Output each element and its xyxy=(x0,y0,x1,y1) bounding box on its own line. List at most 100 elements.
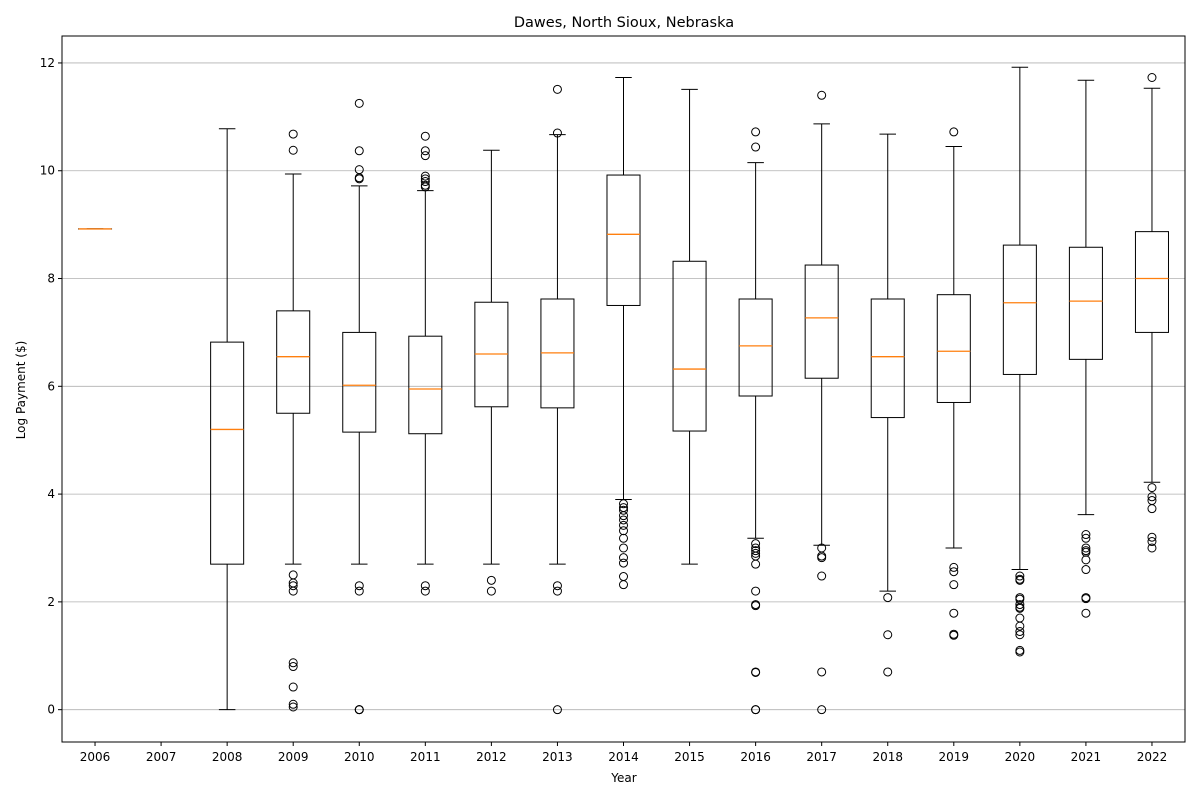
outlier-point xyxy=(421,152,429,160)
outlier-point xyxy=(620,534,628,542)
iqr-box xyxy=(871,299,904,418)
box-2012 xyxy=(475,150,508,595)
iqr-box xyxy=(1135,232,1168,333)
outlier-point xyxy=(1148,505,1156,513)
outlier-point xyxy=(884,594,892,602)
outlier-point xyxy=(620,581,628,589)
x-tick-label: 2019 xyxy=(939,750,970,764)
outlier-point xyxy=(553,587,561,595)
outlier-point xyxy=(289,130,297,138)
outlier-point xyxy=(1016,614,1024,622)
outlier-point xyxy=(355,99,363,107)
box-2009 xyxy=(277,130,310,711)
outlier-point xyxy=(1148,484,1156,492)
chart-title: Dawes, North Sioux, Nebraska xyxy=(514,15,734,31)
outlier-point xyxy=(487,587,495,595)
outlier-point xyxy=(620,559,628,567)
outlier-point xyxy=(752,128,760,136)
outlier-point xyxy=(752,587,760,595)
iqr-box xyxy=(277,311,310,413)
outlier-point xyxy=(1148,73,1156,81)
outlier-point xyxy=(620,544,628,552)
outlier-point xyxy=(355,166,363,174)
x-tick-label: 2018 xyxy=(872,750,903,764)
box-2021 xyxy=(1069,80,1102,617)
outlier-point xyxy=(289,683,297,691)
y-tick-label: 12 xyxy=(40,56,55,70)
box-2018 xyxy=(871,134,904,676)
x-tick-label: 2008 xyxy=(212,750,243,764)
outlier-point xyxy=(620,573,628,581)
x-tick-label: 2011 xyxy=(410,750,441,764)
outlier-point xyxy=(1082,556,1090,564)
x-tick-label: 2016 xyxy=(740,750,771,764)
x-tick-label: 2015 xyxy=(674,750,705,764)
outlier-point xyxy=(1082,566,1090,574)
outlier-point xyxy=(421,147,429,155)
outlier-point xyxy=(752,668,760,676)
outlier-point xyxy=(620,527,628,535)
iqr-box xyxy=(1069,247,1102,359)
x-tick-label: 2012 xyxy=(476,750,507,764)
y-tick-label: 8 xyxy=(47,272,55,286)
x-tick-label: 2020 xyxy=(1005,750,1036,764)
box-2008 xyxy=(211,129,244,710)
y-axis-label: Log Payment ($) xyxy=(14,341,28,440)
box-2011 xyxy=(409,132,442,595)
boxes xyxy=(79,67,1169,713)
outlier-point xyxy=(950,581,958,589)
outlier-point xyxy=(355,147,363,155)
outlier-point xyxy=(818,572,826,580)
outlier-point xyxy=(355,587,363,595)
outlier-point xyxy=(487,576,495,584)
y-tick-label: 6 xyxy=(47,379,55,393)
outlier-point xyxy=(818,91,826,99)
x-tick-label: 2009 xyxy=(278,750,309,764)
outlier-point xyxy=(289,146,297,154)
box-2013 xyxy=(541,85,574,713)
outlier-point xyxy=(289,587,297,595)
x-tick-label: 2013 xyxy=(542,750,573,764)
outlier-point xyxy=(818,668,826,676)
outlier-point xyxy=(950,128,958,136)
outlier-point xyxy=(884,631,892,639)
outlier-point xyxy=(1082,609,1090,617)
iqr-box xyxy=(805,265,838,378)
iqr-box xyxy=(739,299,772,396)
outlier-point xyxy=(752,560,760,568)
iqr-box xyxy=(673,261,706,431)
y-tick-label: 4 xyxy=(47,487,55,501)
outlier-point xyxy=(421,587,429,595)
x-tick-label: 2014 xyxy=(608,750,639,764)
x-tick-label: 2007 xyxy=(146,750,177,764)
box-2019 xyxy=(937,128,970,639)
box-2017 xyxy=(805,91,838,713)
iqr-box xyxy=(607,175,640,305)
outlier-point xyxy=(421,132,429,140)
outlier-point xyxy=(884,668,892,676)
x-tick-label: 2022 xyxy=(1137,750,1168,764)
box-2010 xyxy=(343,99,376,713)
x-axis-label: Year xyxy=(610,771,636,785)
box-2020 xyxy=(1003,67,1036,656)
x-tick-label: 2010 xyxy=(344,750,375,764)
y-tick-label: 2 xyxy=(47,595,55,609)
outlier-point xyxy=(752,143,760,151)
box-2022 xyxy=(1135,73,1168,551)
y-tick-label: 0 xyxy=(47,703,55,717)
outlier-point xyxy=(950,609,958,617)
iqr-box xyxy=(343,332,376,432)
iqr-box xyxy=(409,336,442,434)
x-tick-label: 2006 xyxy=(80,750,111,764)
box-2015 xyxy=(673,89,706,564)
x-tick-label: 2017 xyxy=(806,750,837,764)
box-2016 xyxy=(739,128,772,714)
outlier-point xyxy=(553,85,561,93)
iqr-box xyxy=(211,342,244,564)
box-2014 xyxy=(607,77,640,588)
iqr-box xyxy=(1003,245,1036,374)
outlier-point xyxy=(289,571,297,579)
